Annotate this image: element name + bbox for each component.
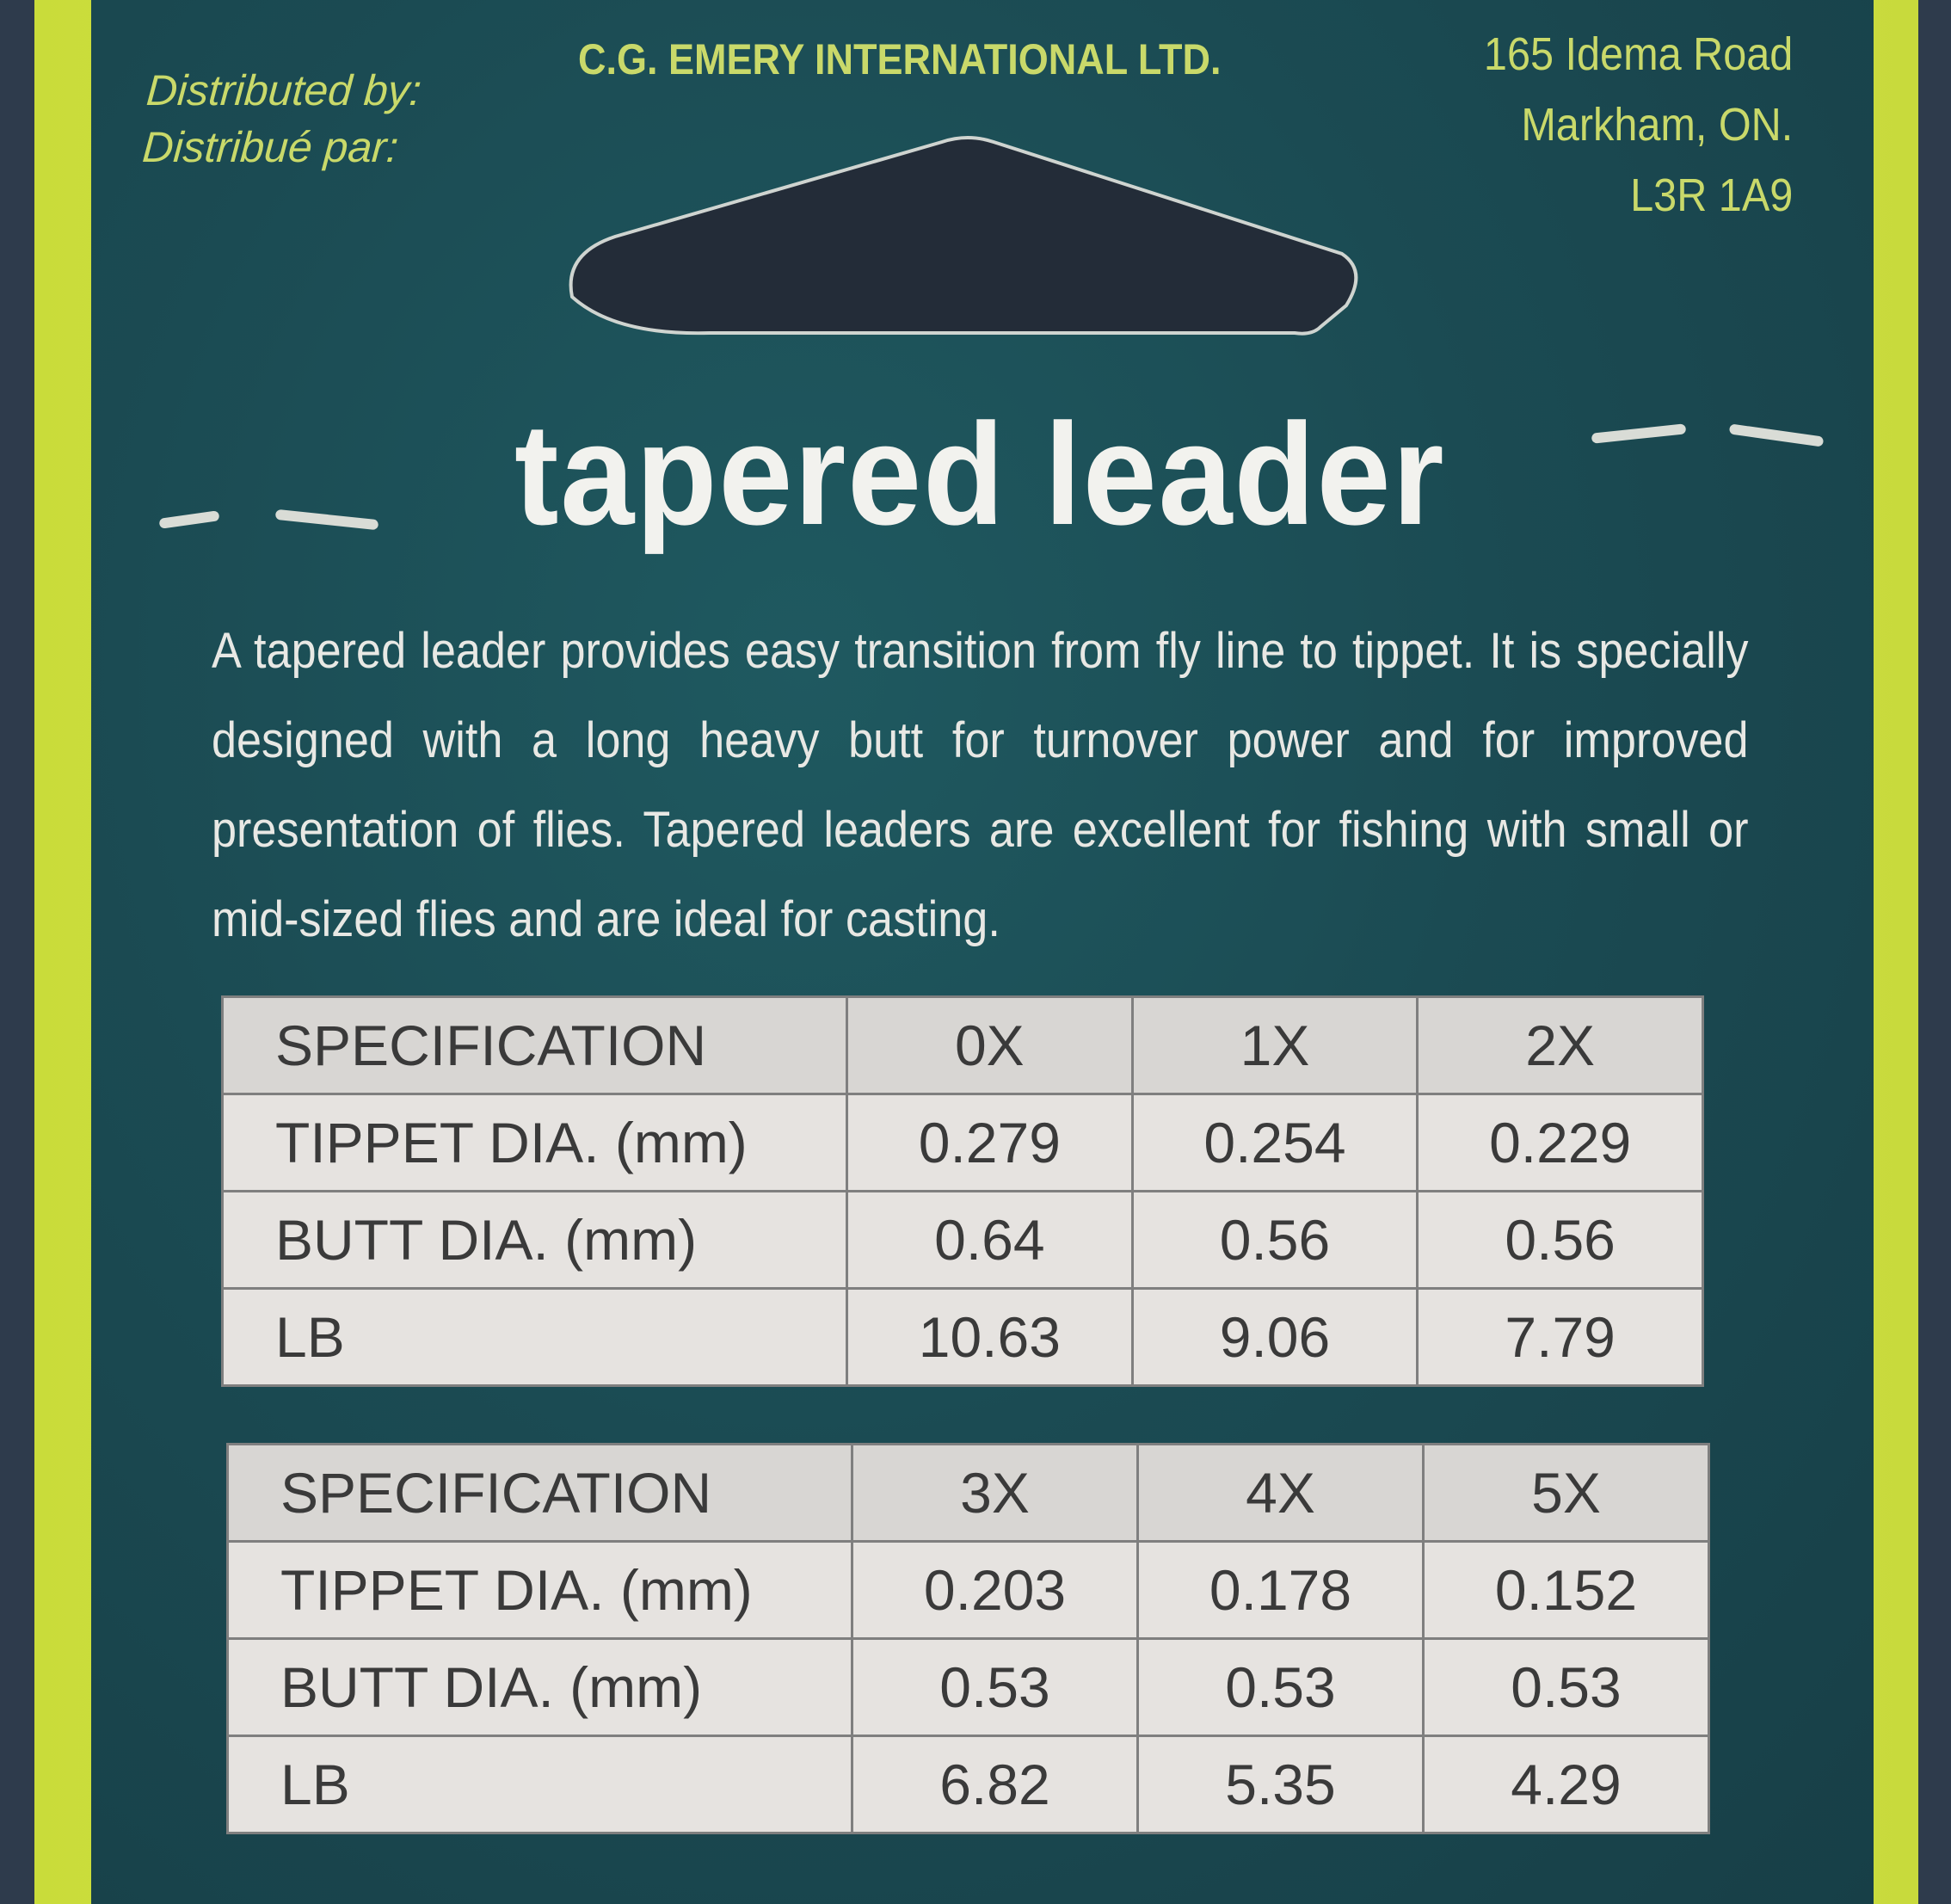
address-line: 165 Idema Road [1483, 28, 1793, 80]
company-name: C.G. EMERY INTERNATIONAL LTD. [578, 35, 1222, 83]
cell: 0.56 [1416, 1190, 1704, 1290]
product-description: A tapered leader provides easy transitio… [212, 623, 1749, 947]
header-cell: 3X [851, 1443, 1139, 1543]
cell: 0.53 [1136, 1637, 1425, 1737]
header-cell: SPECIFICATION [221, 995, 848, 1095]
cell: 5.35 [1136, 1735, 1425, 1834]
product-title: tapered leader [514, 393, 1446, 555]
cell: 0.64 [846, 1190, 1134, 1290]
distributed-by-label: Distributed by: Distribué par: [140, 62, 423, 176]
table-row: TIPPET DIA. (mm) 0.279 0.254 0.229 [221, 1093, 1704, 1192]
cell: 0.254 [1130, 1093, 1419, 1192]
table-row: BUTT DIA. (mm) 0.64 0.56 0.56 [221, 1190, 1704, 1290]
table-row: TIPPET DIA. (mm) 0.203 0.178 0.152 [226, 1540, 1710, 1640]
cell: 0.53 [1422, 1637, 1710, 1737]
address-line: L3R 1A9 [1629, 169, 1793, 221]
header-cell: SPECIFICATION [226, 1443, 853, 1543]
row-label: LB [221, 1287, 848, 1387]
label-en: Distributed by: [145, 66, 423, 114]
cell: 0.203 [851, 1540, 1139, 1640]
spec-table-1: SPECIFICATION 0X 1X 2X TIPPET DIA. (mm) … [221, 995, 1704, 1387]
header-cell: 5X [1422, 1443, 1710, 1543]
cell: 10.63 [846, 1287, 1134, 1387]
table-header-row: SPECIFICATION 3X 4X 5X [226, 1443, 1710, 1543]
table-header-row: SPECIFICATION 0X 1X 2X [221, 995, 1704, 1095]
cell: 7.79 [1416, 1287, 1704, 1387]
address-line: Markham, ON. [1521, 99, 1793, 151]
row-label: TIPPET DIA. (mm) [221, 1093, 848, 1192]
row-label: BUTT DIA. (mm) [226, 1637, 853, 1737]
table-row: LB 6.82 5.35 4.29 [226, 1735, 1710, 1834]
cell: 4.29 [1422, 1735, 1710, 1834]
row-label: BUTT DIA. (mm) [221, 1190, 848, 1290]
cell: 0.279 [846, 1093, 1134, 1192]
cell: 0.178 [1136, 1540, 1425, 1640]
header-cell: 1X [1130, 995, 1419, 1095]
address: 165 Idema Road Markham, ON. L3R 1A9 [1484, 19, 1793, 231]
header-cell: 4X [1136, 1443, 1425, 1543]
row-label: TIPPET DIA. (mm) [226, 1540, 853, 1640]
cell: 9.06 [1130, 1287, 1419, 1387]
header-cell: 2X [1416, 995, 1704, 1095]
cell: 0.53 [851, 1637, 1139, 1737]
table-row: LB 10.63 9.06 7.79 [221, 1287, 1704, 1387]
cell: 6.82 [851, 1735, 1139, 1834]
spec-table-2: SPECIFICATION 3X 4X 5X TIPPET DIA. (mm) … [226, 1443, 1710, 1834]
row-label: LB [226, 1735, 853, 1834]
cell: 0.56 [1130, 1190, 1419, 1290]
table-row: BUTT DIA. (mm) 0.53 0.53 0.53 [226, 1637, 1710, 1737]
label-fr: Distribué par: [140, 123, 400, 171]
cell: 0.152 [1422, 1540, 1710, 1640]
hanger-hole [569, 136, 1358, 336]
cell: 0.229 [1416, 1093, 1704, 1192]
header-cell: 0X [846, 995, 1134, 1095]
